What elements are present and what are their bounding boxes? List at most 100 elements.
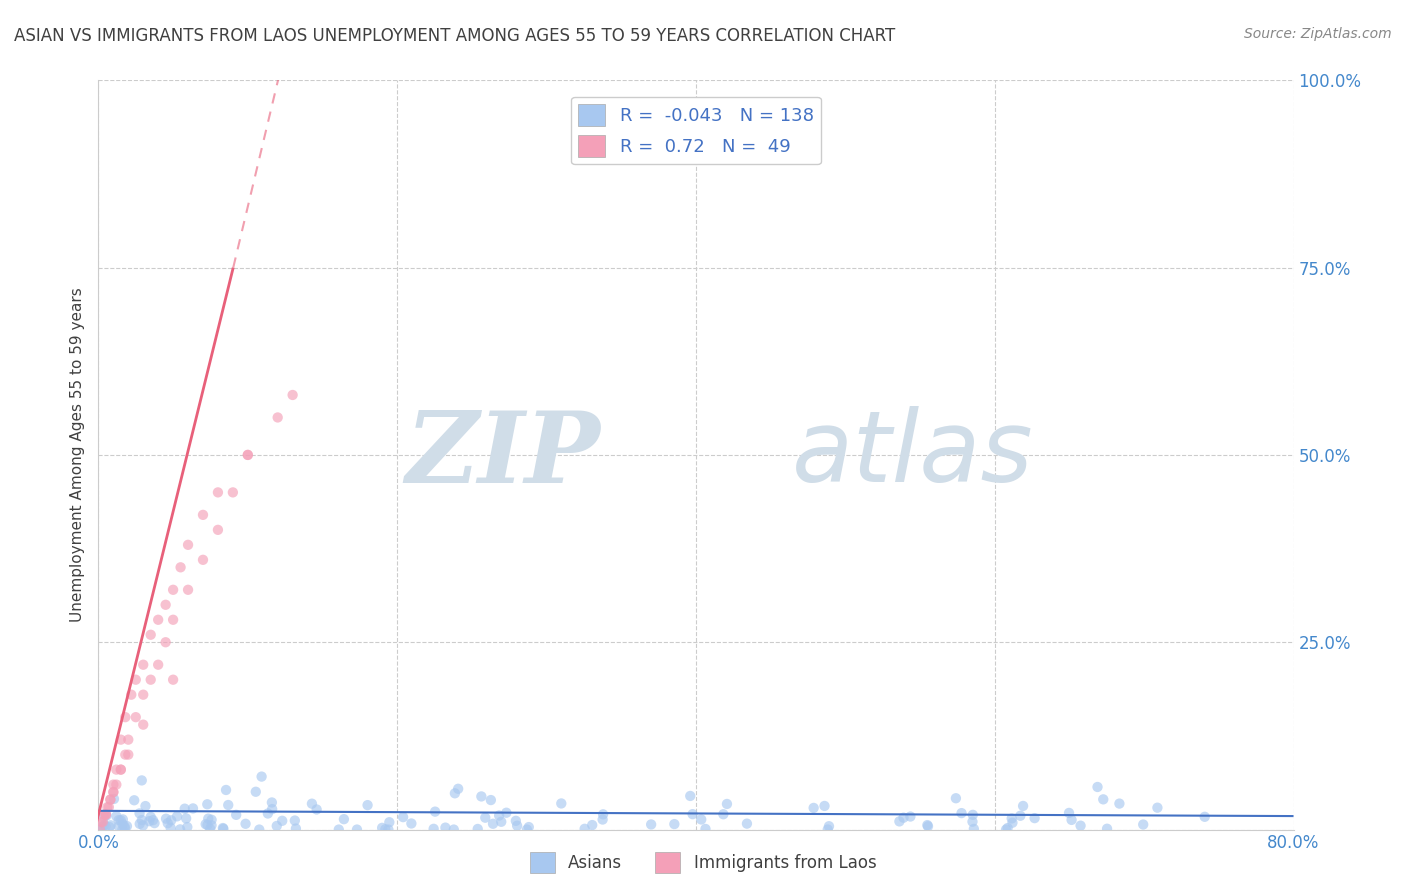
Point xyxy=(207,485,229,500)
Point xyxy=(96,800,118,814)
Point xyxy=(506,819,529,833)
Point xyxy=(103,785,125,799)
Point xyxy=(139,673,162,687)
Point xyxy=(813,799,835,814)
Point xyxy=(169,560,191,574)
Point xyxy=(377,822,399,837)
Point xyxy=(893,811,915,825)
Point xyxy=(215,783,238,797)
Point xyxy=(114,747,136,762)
Y-axis label: Unemployment Among Ages 55 to 59 years: Unemployment Among Ages 55 to 59 years xyxy=(69,287,84,623)
Point xyxy=(195,797,218,812)
Point xyxy=(257,806,280,821)
Point xyxy=(197,818,219,832)
Point xyxy=(105,778,128,792)
Point xyxy=(155,598,177,612)
Point xyxy=(962,814,984,829)
Point xyxy=(346,822,368,837)
Point xyxy=(134,799,156,814)
Point xyxy=(333,812,356,826)
Point xyxy=(716,797,738,811)
Point xyxy=(1001,815,1024,830)
Point xyxy=(1087,780,1109,794)
Point xyxy=(470,789,492,804)
Point xyxy=(401,816,423,830)
Point xyxy=(207,523,229,537)
Point xyxy=(900,809,922,823)
Point xyxy=(260,796,283,810)
Text: Source: ZipAtlas.com: Source: ZipAtlas.com xyxy=(1244,27,1392,41)
Point xyxy=(93,807,115,822)
Point xyxy=(148,613,170,627)
Point xyxy=(173,802,195,816)
Point xyxy=(423,805,446,819)
Point xyxy=(177,582,200,597)
Legend: R =  -0.043   N = 138, R =  0.72   N =  49: R = -0.043 N = 138, R = 0.72 N = 49 xyxy=(571,97,821,164)
Point xyxy=(516,822,538,837)
Point xyxy=(735,816,758,830)
Point xyxy=(162,582,184,597)
Point xyxy=(110,732,132,747)
Point xyxy=(392,810,415,824)
Point xyxy=(177,538,200,552)
Point xyxy=(117,732,139,747)
Point xyxy=(90,822,112,837)
Point xyxy=(176,820,198,834)
Point xyxy=(217,797,239,812)
Point xyxy=(592,813,614,827)
Point xyxy=(111,822,134,837)
Point xyxy=(131,773,153,788)
Point xyxy=(169,822,191,837)
Point xyxy=(284,814,307,828)
Point xyxy=(950,806,973,821)
Point xyxy=(592,807,614,822)
Point xyxy=(371,821,394,835)
Point xyxy=(236,448,259,462)
Point xyxy=(110,763,132,777)
Point xyxy=(117,747,139,762)
Point xyxy=(94,819,117,833)
Point xyxy=(1092,792,1115,806)
Point xyxy=(328,822,350,837)
Point xyxy=(1070,819,1092,833)
Point xyxy=(963,822,986,836)
Point xyxy=(917,818,939,832)
Point xyxy=(250,770,273,784)
Point xyxy=(107,819,129,833)
Point xyxy=(94,807,117,822)
Point xyxy=(889,814,911,829)
Point xyxy=(945,791,967,805)
Point xyxy=(97,800,120,814)
Point xyxy=(100,818,122,832)
Point xyxy=(166,809,188,823)
Point xyxy=(284,822,307,836)
Point xyxy=(160,814,183,828)
Point xyxy=(267,410,290,425)
Point xyxy=(281,388,304,402)
Point xyxy=(1057,805,1080,820)
Point xyxy=(266,819,288,833)
Point xyxy=(120,688,142,702)
Point xyxy=(488,808,510,822)
Point xyxy=(114,822,136,836)
Point xyxy=(93,818,115,832)
Point xyxy=(191,508,214,522)
Point xyxy=(356,798,378,813)
Point xyxy=(664,817,686,831)
Point xyxy=(444,786,467,800)
Point xyxy=(93,810,115,824)
Point xyxy=(155,812,177,826)
Point xyxy=(200,813,222,827)
Point xyxy=(114,710,136,724)
Point xyxy=(305,802,328,816)
Point xyxy=(174,812,197,826)
Text: ZIP: ZIP xyxy=(405,407,600,503)
Point xyxy=(107,813,129,827)
Point xyxy=(197,812,219,826)
Point xyxy=(271,814,294,828)
Point xyxy=(162,673,184,687)
Point xyxy=(1194,810,1216,824)
Point xyxy=(550,797,572,811)
Point xyxy=(131,813,153,827)
Point xyxy=(103,792,125,806)
